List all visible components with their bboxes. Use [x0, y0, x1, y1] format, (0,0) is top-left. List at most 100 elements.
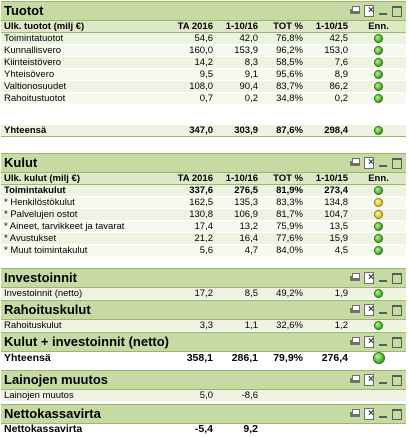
- investoinnit-panel: Investoinnit Investoinnit (netto)17,28,54…: [1, 268, 406, 300]
- table-row[interactable]: Yhteisövero 9,5 9,1 95,6% 8,9: [1, 68, 406, 81]
- rahoituskulut-title-bar: Rahoituskulut: [1, 300, 406, 320]
- table-row[interactable]: * Palvelujen ostot 130,8 106,9 81,7% 104,7: [1, 208, 406, 221]
- status-green-icon: [374, 45, 383, 55]
- lainat-title: Lainojen muutos: [4, 372, 108, 387]
- row-status: [351, 244, 406, 257]
- row-label: Investoinnit (netto): [1, 288, 171, 300]
- table-row[interactable]: Valtionosuudet 108,0 90,4 83,7% 86,2: [1, 80, 406, 93]
- total-prev: 298,4: [306, 125, 351, 137]
- window-controls: [349, 272, 403, 284]
- table-row[interactable]: Kiinteistövero 14,2 8,3 58,5% 7,6: [1, 56, 406, 69]
- col-header-tot: TOT %: [261, 21, 306, 33]
- table-row[interactable]: Yhteensä 358,1 286,1 79,9% 276,4: [1, 352, 406, 364]
- window-controls: [349, 5, 403, 17]
- print-icon[interactable]: [349, 304, 361, 315]
- row-ta: 17,4: [171, 220, 216, 233]
- table-row[interactable]: Rahoitustuotot 0,7 0,2 34,8% 0,2: [1, 92, 406, 105]
- row-tot: 96,2%: [261, 44, 306, 57]
- print-icon[interactable]: [349, 374, 361, 385]
- row-prev: 153,0: [306, 44, 351, 57]
- status-green-icon: [374, 320, 383, 330]
- row-prev: 42,5: [306, 32, 351, 45]
- investoinnit-title: Investoinnit: [4, 270, 77, 285]
- col-header-enn: Enn.: [351, 173, 406, 185]
- maximize-icon[interactable]: [391, 336, 403, 348]
- maximize-icon[interactable]: [391, 272, 403, 284]
- tuotot-title-bar: Tuotot: [1, 1, 406, 21]
- excel-export-icon[interactable]: [363, 157, 375, 169]
- maximize-icon[interactable]: [391, 304, 403, 316]
- table-row[interactable]: Toimintakulut 337,6 276,5 81,9% 273,4: [1, 184, 406, 197]
- total-label: Yhteensä: [1, 125, 171, 137]
- table-row[interactable]: * Avustukset 21,2 16,4 77,6% 15,9: [1, 232, 406, 245]
- table-row[interactable]: Rahoituskulut 3,3 1,1 32,6% 1,2: [1, 320, 406, 332]
- maximize-icon[interactable]: [391, 408, 403, 420]
- excel-export-icon[interactable]: [363, 5, 375, 17]
- minimize-icon[interactable]: [377, 272, 389, 283]
- print-icon[interactable]: [349, 408, 361, 419]
- investoinnit-title-bar: Investoinnit: [1, 268, 406, 288]
- status-green-icon: [372, 352, 385, 364]
- tuotot-total-row: Yhteensä 347,0 303,9 87,6% 298,4: [1, 125, 406, 137]
- tuotot-spacer: [1, 105, 406, 125]
- row-prev: 0,2: [306, 92, 351, 105]
- row-label: * Henkilöstökulut: [1, 196, 171, 209]
- row-prev: 86,2: [306, 80, 351, 93]
- col-header-ta: TA 2016: [171, 21, 216, 33]
- minimize-icon[interactable]: [377, 157, 389, 168]
- col-header-cur: 1-10/16: [216, 173, 261, 185]
- print-icon[interactable]: [349, 272, 361, 283]
- excel-export-icon[interactable]: [363, 272, 375, 284]
- row-status: [351, 68, 406, 81]
- row-label: Lainojen muutos: [1, 390, 171, 402]
- row-tot: 32,6%: [261, 320, 306, 332]
- maximize-icon[interactable]: [391, 157, 403, 169]
- row-prev: 104,7: [306, 208, 351, 221]
- maximize-icon[interactable]: [391, 374, 403, 386]
- table-row[interactable]: Lainojen muutos 5,0 -8,6: [1, 390, 406, 402]
- row-label: Kiinteistövero: [1, 56, 171, 69]
- row-tot: 76,8%: [261, 32, 306, 45]
- kulut-title: Kulut: [4, 155, 38, 170]
- row-status: [351, 424, 406, 435]
- excel-export-icon[interactable]: [363, 374, 375, 386]
- print-icon[interactable]: [349, 5, 361, 16]
- excel-export-icon[interactable]: [363, 408, 375, 420]
- print-icon[interactable]: [349, 336, 361, 347]
- row-tot: 58,5%: [261, 56, 306, 69]
- table-row[interactable]: Kunnallisvero 160,0 153,9 96,2% 153,0: [1, 44, 406, 57]
- status-green-icon: [374, 33, 383, 43]
- netto-table: Nettokassavirta -5,4 9,2: [1, 424, 406, 435]
- row-status: [351, 92, 406, 105]
- excel-export-icon[interactable]: [363, 304, 375, 316]
- col-header-ta: TA 2016: [171, 173, 216, 185]
- row-status: [351, 390, 406, 402]
- row-cur: 0,2: [216, 92, 261, 105]
- maximize-icon[interactable]: [391, 5, 403, 17]
- table-row[interactable]: Toimintatuotot 54,6 42,0 76,8% 42,5: [1, 32, 406, 45]
- row-status: [351, 220, 406, 233]
- minimize-icon[interactable]: [377, 374, 389, 385]
- table-row[interactable]: * Aineet, tarvikkeet ja tavarat 17,4 13,2 7…: [1, 220, 406, 233]
- investoinnit-table: Investoinnit (netto) 17,2 8,5 49,2% 1,9: [1, 288, 406, 300]
- minimize-icon[interactable]: [377, 304, 389, 315]
- col-header-label: Ulk. kulut (milj €): [1, 173, 171, 185]
- print-icon[interactable]: [349, 157, 361, 168]
- row-label: * Avustukset: [1, 232, 171, 245]
- table-row[interactable]: * Henkilöstökulut 162,5 135,3 83,3% 134,8: [1, 196, 406, 209]
- rahoituskulut-panel: RahoituskulutRahoituskulut3,31,132,6%1,2: [1, 300, 406, 332]
- row-ta: 108,0: [171, 80, 216, 93]
- table-row[interactable]: Nettokassavirta -5,4 9,2: [1, 424, 406, 435]
- minimize-icon[interactable]: [377, 5, 389, 16]
- table-row[interactable]: Investoinnit (netto) 17,2 8,5 49,2% 1,9: [1, 288, 406, 300]
- row-prev: 273,4: [306, 184, 351, 197]
- minimize-icon[interactable]: [377, 408, 389, 419]
- excel-export-icon[interactable]: [363, 336, 375, 348]
- row-tot: 75,9%: [261, 220, 306, 233]
- kulut-header-row: Ulk. kulut (milj €) TA 2016 1-10/16 TOT …: [1, 173, 406, 185]
- minimize-icon[interactable]: [377, 336, 389, 347]
- table-row[interactable]: * Muut toimintakulut 5,6 4,7 84,0% 4,5: [1, 244, 406, 257]
- status-green-icon: [374, 69, 383, 79]
- row-tot: 81,7%: [261, 208, 306, 221]
